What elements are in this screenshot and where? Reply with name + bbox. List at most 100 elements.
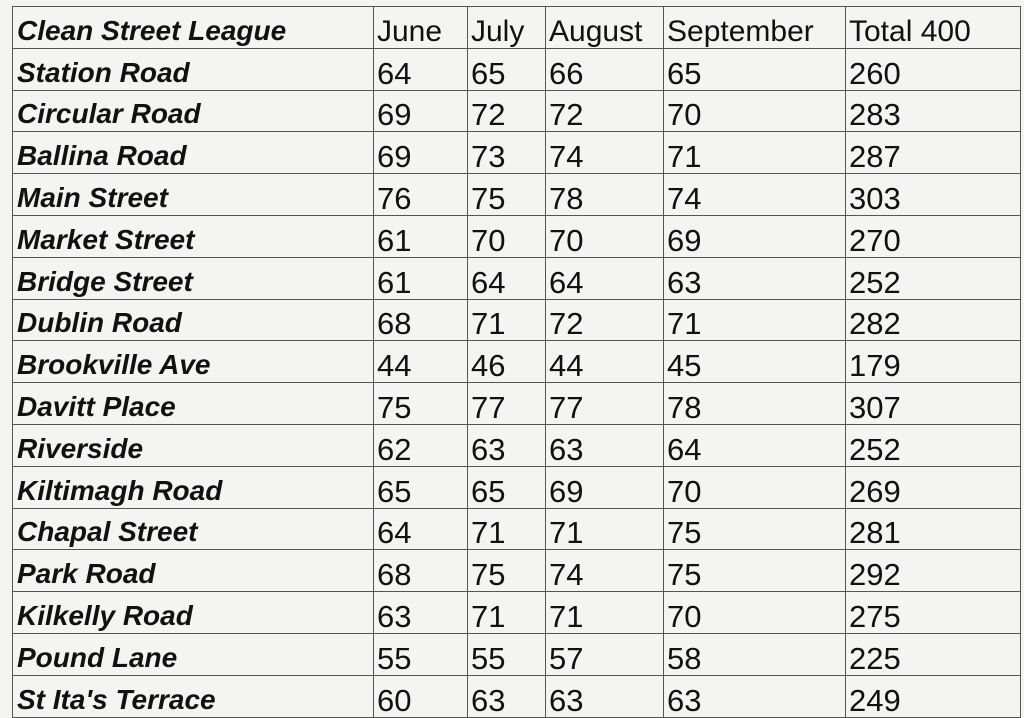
score-total: 269 [845,465,1021,509]
street-name: Kiltimagh Road [12,465,374,509]
score-august: 64 [545,256,664,300]
score-september: 70 [663,591,846,634]
score-july: 46 [467,340,546,384]
score-june: 68 [373,298,468,342]
table-row: Main Street 76 75 78 74 303 [12,173,1021,216]
table-row: Riverside 62 63 63 64 252 [12,423,1021,467]
score-september: 64 [663,423,846,467]
score-september: 70 [663,89,846,133]
score-september: 69 [663,214,846,258]
score-june: 76 [373,173,468,216]
score-june: 44 [373,340,468,384]
score-june: 62 [373,423,468,467]
table-row: Station Road 64 65 66 65 260 [12,47,1021,91]
score-july: 70 [467,214,546,258]
score-september: 71 [663,131,846,175]
score-september: 70 [663,465,846,509]
street-name: Ballina Road [12,131,374,175]
score-july: 65 [467,47,546,91]
street-name: Kilkelly Road [12,591,374,634]
score-june: 68 [373,549,468,593]
table-row: Kilkelly Road 63 71 71 70 275 [12,591,1021,634]
column-header-september: September [663,6,846,49]
score-total: 225 [845,632,1021,676]
score-august: 74 [545,131,664,175]
score-july: 75 [467,549,546,593]
header-row: Clean Street League June July August Sep… [12,6,1021,49]
score-july: 72 [467,89,546,133]
score-september: 71 [663,298,846,342]
street-name: St Ita's Terrace [12,674,374,718]
column-header-august: August [545,6,664,49]
score-total: 292 [845,549,1021,593]
table-row: Chapal Street 64 71 71 75 281 [12,507,1021,551]
table-row: Park Road 68 75 74 75 292 [12,549,1021,593]
score-june: 55 [373,632,468,676]
score-july: 75 [467,173,546,216]
score-august: 71 [545,591,664,634]
score-july: 71 [467,298,546,342]
score-june: 75 [373,382,468,425]
street-name: Main Street [12,173,374,216]
score-july: 64 [467,256,546,300]
score-september: 63 [663,256,846,300]
score-september: 75 [663,507,846,551]
score-total: 303 [845,173,1021,216]
score-august: 77 [545,382,664,425]
score-september: 58 [663,632,846,676]
street-name: Davitt Place [12,382,374,425]
score-july: 55 [467,632,546,676]
score-june: 69 [373,131,468,175]
score-total: 252 [845,256,1021,300]
street-name: Bridge Street [12,256,374,300]
score-total: 307 [845,382,1021,425]
score-total: 287 [845,131,1021,175]
street-name: Pound Lane [12,632,374,676]
score-total: 179 [845,340,1021,384]
column-header-june: June [373,6,468,49]
score-total: 282 [845,298,1021,342]
score-june: 69 [373,89,468,133]
score-july: 77 [467,382,546,425]
street-name: Station Road [12,47,374,91]
score-august: 74 [545,549,664,593]
street-name: Market Street [12,214,374,258]
score-august: 72 [545,89,664,133]
score-july: 63 [467,423,546,467]
score-august: 66 [545,47,664,91]
table-row: Market Street 61 70 70 69 270 [12,214,1021,258]
score-august: 63 [545,423,664,467]
score-august: 44 [545,340,664,384]
score-total: 249 [845,674,1021,718]
score-august: 69 [545,465,664,509]
score-june: 65 [373,465,468,509]
score-total: 270 [845,214,1021,258]
street-name: Park Road [12,549,374,593]
score-june: 60 [373,674,468,718]
score-september: 74 [663,173,846,216]
score-august: 72 [545,298,664,342]
score-september: 75 [663,549,846,593]
score-september: 65 [663,47,846,91]
score-july: 71 [467,507,546,551]
column-header-total: Total 400 [845,6,1021,49]
clean-street-league-table: Clean Street League June July August Sep… [12,6,1021,718]
score-september: 45 [663,340,846,384]
score-august: 78 [545,173,664,216]
score-july: 65 [467,465,546,509]
table-row: Kiltimagh Road 65 65 69 70 269 [12,465,1021,509]
score-september: 63 [663,674,846,718]
table-row: Davitt Place 75 77 77 78 307 [12,382,1021,425]
score-june: 61 [373,214,468,258]
table-row: Ballina Road 69 73 74 71 287 [12,131,1021,175]
score-total: 275 [845,591,1021,634]
table-title: Clean Street League [12,6,374,49]
score-total: 252 [845,423,1021,467]
table-row: Bridge Street 61 64 64 63 252 [12,256,1021,300]
column-header-july: July [467,6,546,49]
table-row: Pound Lane 55 55 57 58 225 [12,632,1021,676]
score-june: 64 [373,507,468,551]
score-august: 70 [545,214,664,258]
street-name: Chapal Street [12,507,374,551]
score-july: 71 [467,591,546,634]
